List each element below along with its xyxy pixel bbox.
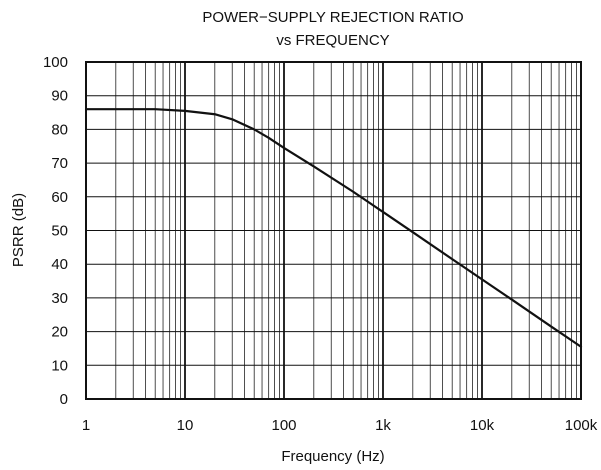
x-tick-label: 1k bbox=[375, 417, 391, 434]
chart-title-line-2: vs FREQUENCY bbox=[276, 32, 389, 49]
y-tick-label: 60 bbox=[51, 189, 68, 206]
y-tick-label: 90 bbox=[51, 88, 68, 105]
x-tick-label: 10 bbox=[177, 417, 194, 434]
chart-title-line-1: POWER−SUPPLY REJECTION RATIO bbox=[202, 9, 463, 26]
y-tick-label: 50 bbox=[51, 223, 68, 240]
x-tick-label: 100 bbox=[271, 417, 296, 434]
plot-border bbox=[85, 61, 582, 400]
y-tick-label: 100 bbox=[43, 54, 68, 71]
y-tick-label: 0 bbox=[60, 391, 68, 408]
major-grid bbox=[85, 61, 582, 400]
x-axis-label: Frequency (Hz) bbox=[281, 448, 384, 465]
psrr-series bbox=[84, 108, 583, 348]
y-tick-label: 80 bbox=[51, 121, 68, 138]
y-tick-label: 10 bbox=[51, 357, 68, 374]
y-tick-label: 40 bbox=[51, 256, 68, 273]
y-tick-label: 20 bbox=[51, 324, 68, 341]
y-axis-label: PSRR (dB) bbox=[10, 193, 27, 267]
y-tick-label: 70 bbox=[51, 155, 68, 172]
x-tick-label: 1 bbox=[82, 417, 90, 434]
y-axis-ticks: 0 10 20 30 40 50 60 70 80 90 100 bbox=[43, 54, 68, 408]
x-tick-label: 10k bbox=[470, 417, 495, 434]
x-axis-ticks: 1 10 100 1k 10k 100k bbox=[82, 417, 598, 434]
psrr-curve bbox=[84, 108, 583, 348]
x-tick-label: 100k bbox=[565, 417, 598, 434]
y-tick-label: 30 bbox=[51, 290, 68, 307]
